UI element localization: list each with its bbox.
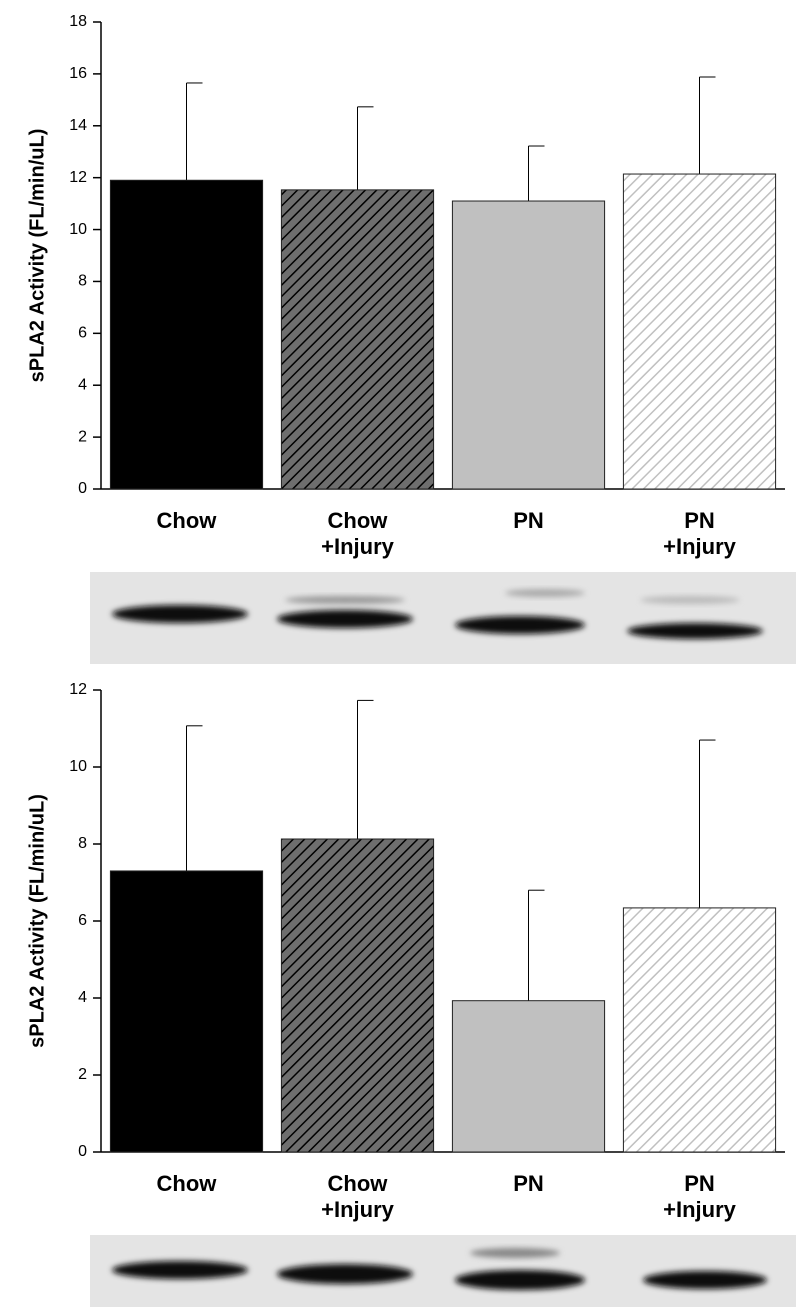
figure: 0 2 4 6 8 10 12 14 16 18 sPLA2 Activity (FL/min/uL… bbox=[0, 0, 796, 1307]
y-tick-label: 14 bbox=[69, 117, 87, 134]
x-tick-label: PN+Injury bbox=[663, 508, 737, 559]
bar bbox=[281, 190, 433, 489]
bar bbox=[452, 201, 604, 489]
x-tick-label: PN bbox=[513, 508, 544, 533]
y-tick-label: 16 bbox=[69, 65, 87, 82]
bar bbox=[623, 174, 775, 489]
x-tick-label: Chow+Injury bbox=[321, 1171, 395, 1222]
y-tick-label: 0 bbox=[78, 1143, 87, 1160]
y-tick-label: 6 bbox=[78, 912, 87, 929]
bar bbox=[110, 180, 262, 489]
y-axis-title: sPLA2 Activity (FL/min/uL) bbox=[26, 794, 48, 1048]
bar bbox=[110, 871, 262, 1152]
western-blot bbox=[90, 572, 796, 664]
y-tick-label: 8 bbox=[78, 273, 87, 290]
western-blot bbox=[90, 1235, 796, 1307]
y-tick-label: 4 bbox=[78, 376, 87, 393]
bar bbox=[281, 839, 433, 1152]
x-tick-label: PN bbox=[513, 1171, 544, 1196]
y-tick-label: 2 bbox=[78, 1066, 87, 1083]
y-tick-label: 12 bbox=[69, 681, 87, 698]
x-tick-label: Chow bbox=[157, 1171, 218, 1196]
y-tick-label: 10 bbox=[69, 758, 87, 775]
y-tick-label: 6 bbox=[78, 325, 87, 342]
y-tick-label: 8 bbox=[78, 835, 87, 852]
bar bbox=[623, 908, 775, 1152]
y-tick-label: 18 bbox=[69, 13, 87, 30]
bar bbox=[452, 1001, 604, 1152]
x-tick-label: Chow bbox=[157, 508, 218, 533]
y-tick-label: 0 bbox=[78, 480, 87, 497]
x-tick-label: PN+Injury bbox=[663, 1171, 737, 1222]
y-axis-title: sPLA2 Activity (FL/min/uL) bbox=[26, 129, 48, 383]
y-tick-label: 10 bbox=[69, 221, 87, 238]
y-tick-label: 4 bbox=[78, 989, 87, 1006]
y-tick-label: 2 bbox=[78, 428, 87, 445]
y-tick-label: 12 bbox=[69, 169, 87, 186]
x-tick-label: Chow+Injury bbox=[321, 508, 395, 559]
